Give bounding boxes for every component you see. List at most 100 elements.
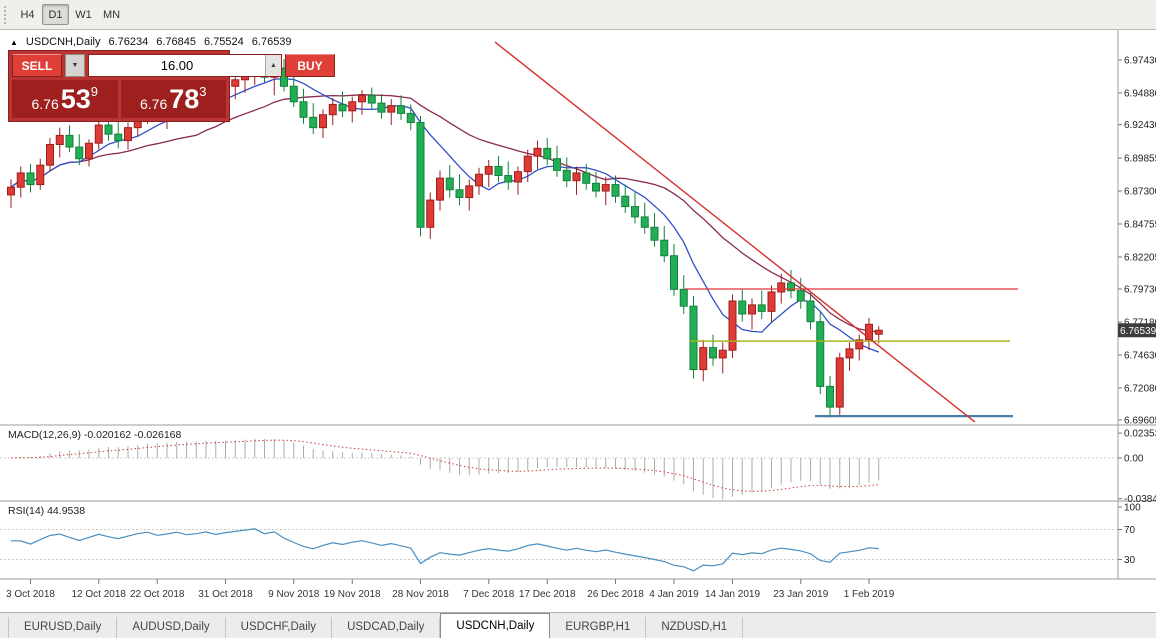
sell-price-display[interactable]: 6.76 53 9 (12, 80, 118, 118)
price-pane[interactable] (7, 41, 1019, 423)
candle (55, 134, 64, 145)
candle (650, 226, 659, 241)
buy-price-display[interactable]: 6.76 78 3 (120, 80, 226, 118)
close-value: 6.76539 (251, 36, 292, 48)
candle (845, 348, 854, 359)
candle (874, 329, 883, 335)
timeframe-mn[interactable]: MN (98, 4, 125, 25)
candle (46, 143, 54, 166)
candle (562, 169, 571, 182)
high-value: 6.76845 (156, 36, 197, 48)
candle (826, 385, 834, 408)
tab-audusd-daily[interactable]: AUDUSD,Daily (117, 617, 226, 638)
date-axis-label: 12 Oct 2018 (72, 589, 127, 600)
date-axis-label: 3 Oct 2018 (6, 589, 55, 600)
symbol-name: USDCNH,Daily (25, 36, 101, 48)
candle (709, 347, 717, 359)
spinner-up-icon: ▲ (270, 62, 277, 69)
candle (406, 112, 415, 123)
axis-label: 6.82205 (1124, 252, 1156, 263)
one-click-trade-panel: SELL ▼ ▲ BUY 6.76 53 9 6.76 78 3 (8, 50, 335, 122)
date-axis-label: 9 Nov 2018 (268, 589, 320, 600)
macd-label: MACD(12,26,9) -0.020162 -0.026168 (8, 429, 182, 441)
axis-label: 6.87300 (1124, 187, 1156, 198)
candle (640, 216, 649, 228)
candle (631, 206, 639, 218)
axis-label: 6.77180 (1124, 317, 1156, 328)
candle (124, 127, 132, 142)
candle (484, 165, 493, 175)
candle (533, 147, 542, 157)
candle (475, 173, 483, 187)
candle (767, 291, 776, 312)
date-axis-label: 4 Jan 2019 (649, 589, 699, 600)
buy-price-big-digits: 78 (169, 84, 200, 114)
candle (865, 323, 873, 341)
rsi-pane[interactable] (0, 528, 1118, 572)
collapse-panel-icon[interactable]: ▲ (10, 37, 18, 47)
order-type-dropdown[interactable]: ▼ (65, 54, 85, 77)
date-axis-label: 14 Jan 2019 (705, 589, 760, 600)
candle (377, 102, 386, 113)
candle (777, 282, 786, 293)
candle (621, 195, 630, 208)
candle (65, 134, 74, 148)
date-axis-label: 7 Dec 2018 (463, 589, 515, 600)
candle (7, 186, 15, 196)
timeframe-h4[interactable]: H4 (14, 4, 41, 25)
tab-nzdusd-h1[interactable]: NZDUSD,H1 (646, 617, 744, 638)
trendline-object[interactable] (494, 41, 976, 423)
candle (85, 142, 93, 160)
timeframe-w1[interactable]: W1 (70, 4, 97, 25)
ma-slow-line (10, 94, 879, 333)
current-price-tag (1118, 323, 1156, 338)
sell-button[interactable]: SELL (12, 54, 62, 77)
tab-eurusd-daily[interactable]: EURUSD,Daily (8, 617, 118, 638)
open-value: 6.76234 (108, 36, 149, 48)
volume-input[interactable] (89, 55, 265, 76)
tab-usdcnh-daily[interactable]: USDCNH,Daily (440, 613, 551, 638)
candle (426, 199, 435, 228)
candle (787, 282, 795, 292)
low-value: 6.75524 (204, 36, 244, 48)
candle (572, 172, 581, 182)
date-axis-label: 22 Oct 2018 (130, 589, 185, 600)
candle (289, 85, 298, 103)
toolbar-drag-handle[interactable] (4, 5, 9, 24)
candle (660, 239, 669, 257)
tab-eurgbp-h1[interactable]: EURGBP,H1 (550, 617, 647, 638)
macd-pane[interactable] (0, 438, 1118, 500)
candle (679, 288, 688, 307)
tab-usdcad-daily[interactable]: USDCAD,Daily (332, 617, 441, 638)
candle (553, 158, 561, 171)
candle (367, 94, 376, 104)
date-axis-label: 31 Oct 2018 (198, 589, 253, 600)
axis-label: 6.97430 (1124, 56, 1156, 67)
candle (748, 304, 756, 315)
tab-usdchf-daily[interactable]: USDCHF,Daily (226, 617, 333, 638)
candle (26, 172, 35, 186)
candle (670, 255, 678, 290)
sell-price-main: 6.76 (31, 96, 59, 112)
candle (592, 182, 600, 192)
candle (465, 185, 474, 199)
candle (397, 105, 405, 114)
axis-label: 6.94880 (1124, 88, 1156, 99)
candle (299, 101, 308, 118)
candle (835, 357, 844, 408)
timeframe-group: H4 D1 W1 MN (14, 4, 126, 25)
buy-button[interactable]: BUY (285, 54, 335, 77)
timeframe-toolbar: H4 D1 W1 MN (0, 0, 1156, 30)
candle (114, 133, 123, 142)
current-price-tag-value: 6.76539 (1120, 326, 1156, 337)
candle (611, 184, 620, 197)
candle (231, 79, 240, 87)
trade-controls-row: SELL ▼ ▲ BUY (12, 54, 335, 77)
axis-label: -0.038466 (1124, 494, 1156, 505)
candle (796, 290, 805, 302)
chart-ohlc-header: ▲ USDCNH,Daily 6.76234 6.76845 6.75524 6… (10, 36, 292, 48)
volume-spinner[interactable]: ▲ (265, 55, 281, 76)
timeframe-d1[interactable]: D1 (42, 4, 69, 25)
date-axis-label: 23 Jan 2019 (773, 589, 828, 600)
